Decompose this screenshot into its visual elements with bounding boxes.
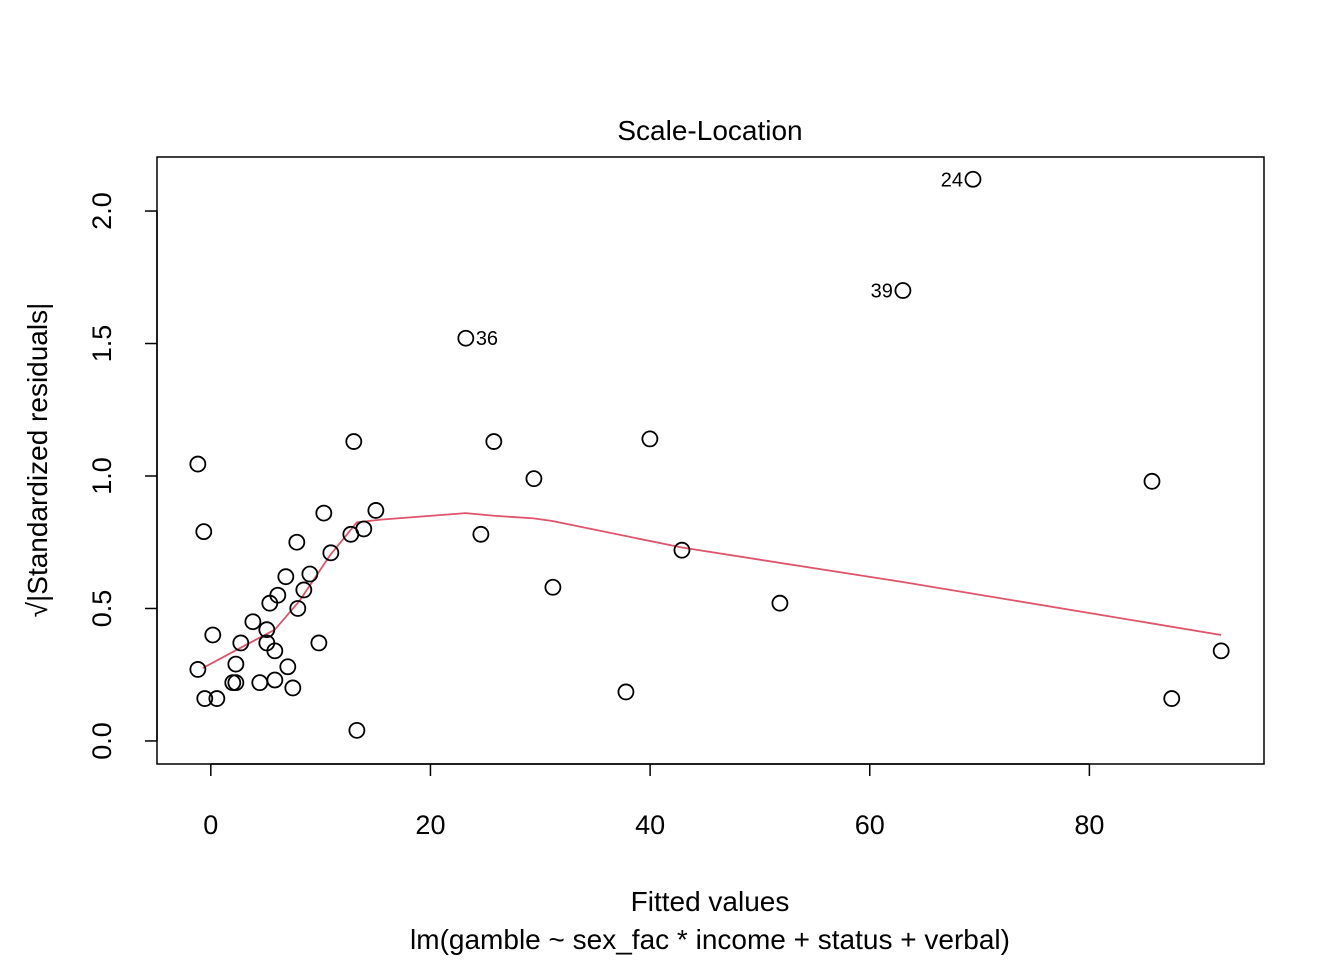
data-point	[195, 523, 213, 541]
data-point	[261, 594, 279, 612]
data-point	[266, 671, 284, 689]
data-point	[258, 621, 276, 639]
data-point	[355, 520, 373, 538]
y-tick-label: 1.0	[87, 457, 117, 495]
data-point	[367, 502, 385, 519]
data-point	[277, 568, 295, 586]
y-tick-label: 0.0	[87, 722, 117, 760]
data-point	[251, 674, 269, 692]
x-tick-label: 20	[415, 810, 445, 840]
x-axis: 0 20 40 60 80	[203, 763, 1104, 840]
data-point	[189, 455, 207, 473]
x-tick-label: 60	[855, 810, 885, 840]
data-point	[1163, 690, 1181, 707]
points	[189, 170, 1230, 739]
data-point	[196, 690, 214, 707]
x-tick-label: 40	[635, 810, 665, 840]
data-point	[269, 586, 287, 604]
data-point	[224, 674, 242, 692]
y-tick-label: 1.5	[87, 325, 117, 363]
point-labels: 36 39 24	[476, 169, 963, 350]
data-point	[472, 525, 490, 543]
data-point	[544, 578, 562, 596]
x-tick-label: 0	[203, 810, 218, 840]
data-point	[673, 541, 691, 559]
data-point	[289, 600, 307, 617]
data-point	[322, 544, 340, 562]
x-axis-label: Fitted values	[631, 886, 790, 917]
data-point	[641, 430, 659, 448]
y-axis-label: √|Standardized residuals|	[22, 303, 53, 618]
x-tick-label: 80	[1074, 810, 1104, 840]
point-label: 36	[476, 328, 498, 350]
data-point	[310, 634, 328, 652]
data-point	[1143, 472, 1161, 490]
y-tick-label: 0.5	[87, 590, 117, 628]
model-formula: lm(gamble ~ sex_fac * income + status + …	[410, 924, 1010, 955]
data-point	[204, 626, 222, 644]
data-point	[189, 661, 207, 678]
data-point	[1212, 642, 1230, 660]
data-point	[315, 504, 333, 522]
data-point	[301, 565, 319, 583]
data-point	[208, 690, 226, 707]
data-point	[348, 721, 366, 739]
data-point	[525, 470, 543, 488]
data-point	[244, 613, 262, 631]
data-point	[345, 433, 363, 450]
data-point	[457, 329, 475, 347]
point-label: 24	[941, 169, 963, 191]
y-axis: 0.0 0.5 1.0 1.5 2.0	[87, 192, 158, 760]
point-label: 39	[871, 281, 893, 303]
chart-title: Scale-Location	[617, 115, 802, 146]
data-point	[227, 655, 245, 673]
data-point	[288, 533, 306, 551]
data-point	[279, 658, 297, 676]
data-point	[617, 683, 635, 701]
data-point	[284, 679, 302, 697]
smooth-line	[202, 512, 1222, 669]
plot-frame	[156, 156, 1265, 765]
data-point	[894, 282, 912, 299]
data-point	[232, 634, 250, 652]
y-tick-label: 2.0	[87, 192, 117, 230]
data-point	[964, 170, 982, 188]
data-point	[485, 433, 503, 450]
data-point	[295, 581, 313, 599]
data-point	[266, 642, 284, 660]
data-point	[771, 594, 789, 612]
